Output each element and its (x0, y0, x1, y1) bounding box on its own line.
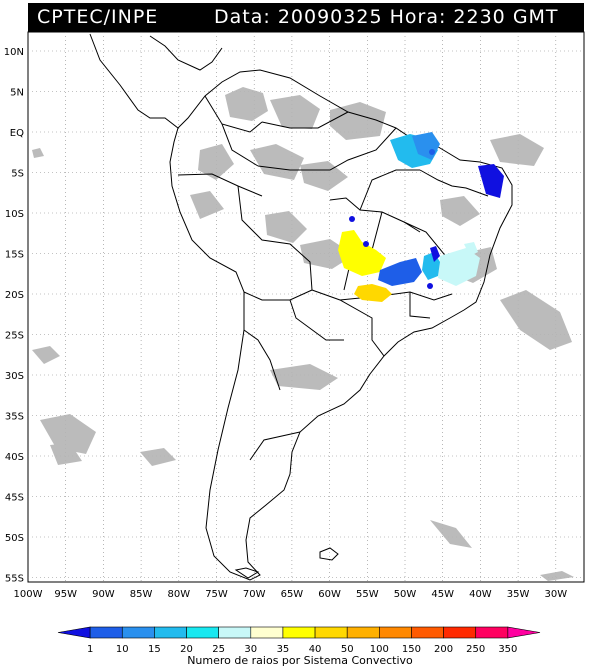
system-dot-2 (363, 241, 369, 247)
lon-label-3: 85W (130, 589, 153, 600)
colorbar-tick-10: 150 (402, 644, 421, 655)
colorbar-tick-1: 10 (116, 644, 129, 655)
lat-label-5: 15S (5, 250, 24, 261)
system-darkblue-2 (430, 246, 440, 262)
colorbar-segment-4 (186, 626, 219, 639)
lat-label-1: 5N (10, 88, 24, 99)
lon-label-10: 50W (394, 589, 417, 600)
colorbar-segment-13 (475, 626, 509, 639)
lon-label-4: 80W (167, 589, 190, 600)
colorbar-tick-labels: 1 10 15 20 25 30 35 40 50 100 150 200 250 350 (87, 644, 517, 655)
datetime-label: Data: 20090325 Hora: 2230 GMT (214, 6, 559, 28)
colorbar-tick-4: 25 (212, 644, 225, 655)
system-darkblue-1 (478, 164, 504, 198)
lon-label-14: 30W (544, 589, 567, 600)
colorbar-segment-5 (218, 626, 252, 639)
colorbar-segment-8 (314, 626, 348, 639)
colorbar-segment-1 (89, 626, 123, 639)
graticule (28, 32, 584, 582)
lat-label-9: 35S (5, 412, 24, 423)
colorbar-title: Numero de raios por Sistema Convectivo (187, 654, 413, 667)
lon-label-2: 90W (92, 589, 115, 600)
system-dot-1 (349, 216, 355, 222)
lat-label-2: EQ (10, 128, 24, 139)
system-yellow-2 (354, 284, 392, 302)
system-yellow-1 (338, 230, 386, 276)
hour-label: Hora: (389, 6, 447, 28)
lon-label-13: 35W (507, 589, 530, 600)
colorbar-tick-5: 30 (244, 644, 257, 655)
colorbar-tick-9: 100 (370, 644, 389, 655)
colorbar-tick-3: 20 (180, 644, 193, 655)
colorbar-tick-0: 1 (87, 644, 93, 655)
date-label: Data: (214, 6, 271, 28)
lon-label-1: 95W (54, 589, 77, 600)
date-value: 20090325 (277, 6, 383, 28)
latitude-labels: 10N 5N EQ 5S 10S 15S 20S 25S 30S 35S 40S 45S 50S 55S (4, 47, 24, 585)
lon-label-11: 45W (431, 589, 454, 600)
longitude-labels: 100W 95W 90W 85W 80W 75W 70W 65W 60W 55W 50W 45W 40W… (14, 589, 568, 600)
colorbar-tick-6: 35 (277, 644, 290, 655)
map-header: CPTEC/INPE Data: 20090325 Hora: 2230 GMT (28, 3, 584, 32)
colorbar-segment-9 (346, 626, 380, 639)
colorbar-tick-2: 15 (148, 644, 161, 655)
system-pale-1 (438, 248, 480, 286)
lon-label-5: 75W (205, 589, 228, 600)
lat-label-0: 10N (4, 47, 24, 58)
lat-label-13: 55S (5, 574, 24, 585)
colorbar-segment-14 (507, 626, 541, 639)
system-dot-4 (429, 149, 435, 155)
colorbar-segment-2 (121, 626, 155, 639)
colorbar-tick-8: 50 (341, 644, 354, 655)
colorbar-segment-7 (282, 626, 316, 639)
colorbar-segment-11 (411, 626, 444, 639)
colorbar-segment-12 (443, 626, 477, 639)
system-blue-1 (378, 258, 422, 286)
lon-label-0: 100W (14, 589, 43, 600)
hour-value: 2230 GMT (453, 6, 559, 28)
colorbar-tick-11: 200 (434, 644, 453, 655)
lat-label-10: 40S (5, 452, 24, 463)
lon-label-12: 40W (469, 589, 492, 600)
lat-label-7: 25S (5, 331, 24, 342)
lon-label-6: 70W (243, 589, 266, 600)
colorbar-tick-12: 250 (466, 644, 485, 655)
institution-label: CPTEC/INPE (37, 6, 159, 28)
colorbar-segment-6 (250, 626, 284, 639)
colorbar-tick-7: 40 (309, 644, 322, 655)
lon-label-9: 55W (356, 589, 379, 600)
lat-label-3: 5S (11, 169, 24, 180)
system-pale-2 (464, 242, 478, 256)
convective-systems (338, 132, 504, 302)
lat-label-6: 20S (5, 290, 24, 301)
lat-label-4: 10S (5, 209, 24, 220)
colorbar-segment-3 (154, 626, 187, 639)
colorbar-segment-0 (57, 626, 91, 639)
colorbar-segment-10 (379, 626, 412, 639)
colorbar-tick-13: 350 (498, 644, 517, 655)
system-dot-3 (427, 283, 433, 289)
colorbar (57, 626, 541, 639)
lon-label-7: 65W (281, 589, 304, 600)
lat-label-11: 45S (5, 493, 24, 504)
lat-label-12: 50S (5, 533, 24, 544)
lat-label-8: 30S (5, 371, 24, 382)
lon-label-8: 60W (318, 589, 341, 600)
